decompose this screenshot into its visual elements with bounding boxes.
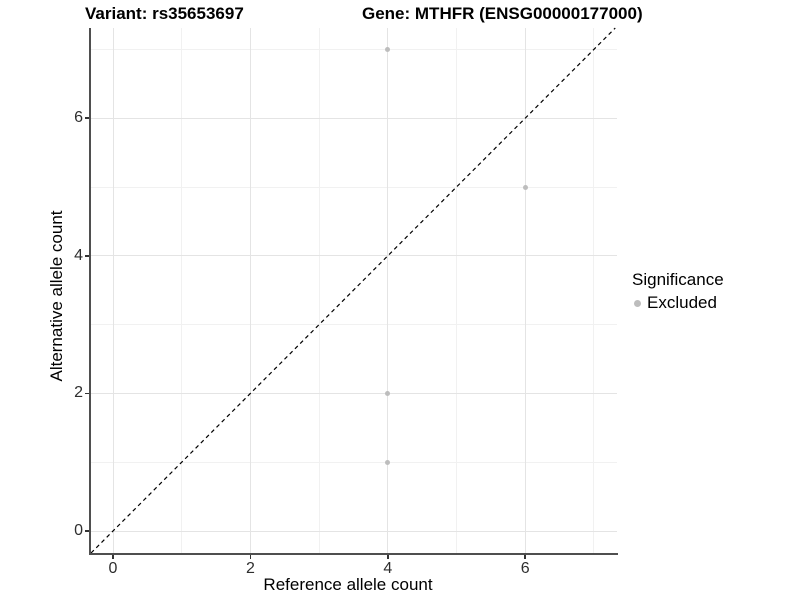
y-tick-label: 2 <box>74 384 83 402</box>
data-point <box>385 46 391 52</box>
y-tick <box>85 255 89 257</box>
gridline-vertical-minor <box>456 28 457 553</box>
gridline-horizontal-major <box>90 530 617 532</box>
y-tick <box>85 530 89 532</box>
y-tick <box>85 117 89 119</box>
legend-title: Significance <box>632 270 724 289</box>
legend-point-icon <box>634 299 641 307</box>
x-tick <box>112 555 114 559</box>
gridline-vertical-major <box>387 28 389 553</box>
data-point <box>522 184 528 190</box>
plot-title-variant: Variant: rs35653697 <box>85 4 244 23</box>
y-tick-label: 0 <box>74 522 83 539</box>
gridline-horizontal-minor <box>90 461 617 463</box>
gridline-vertical-major <box>524 28 526 553</box>
x-axis-line <box>89 553 618 555</box>
y-tick-label: 4 <box>74 246 83 264</box>
y-axis-line <box>89 28 91 555</box>
plot-title-gene: Gene: MTHFR (ENSG00000177000) <box>362 4 643 23</box>
x-tick-label: 4 <box>383 560 393 577</box>
y-tick <box>85 392 89 395</box>
y-tick-label: 6 <box>74 109 83 127</box>
x-tick <box>524 555 526 559</box>
data-point <box>385 459 391 465</box>
x-tick-label: 6 <box>520 560 530 577</box>
x-tick-label: 0 <box>108 560 118 577</box>
gridline-vertical-minor <box>318 28 320 553</box>
x-tick-label: 2 <box>245 560 255 577</box>
gridline-horizontal-major <box>90 392 617 394</box>
y-axis-title: Alternative allele count <box>47 210 66 382</box>
legend-item-label: Excluded <box>647 293 717 312</box>
legend-item-excluded: Excluded <box>632 293 792 313</box>
gridline-horizontal-minor <box>90 324 617 326</box>
x-tick <box>249 555 252 559</box>
data-point <box>385 390 391 396</box>
x-tick <box>387 555 389 559</box>
x-axis-title: Reference allele count <box>263 575 433 594</box>
gridline-horizontal-minor <box>90 186 617 188</box>
gridline-vertical-minor <box>181 28 183 553</box>
gridline-horizontal-major <box>90 117 617 119</box>
gridline-vertical-major <box>112 28 114 553</box>
gridline-vertical-minor <box>593 28 595 553</box>
gridline-horizontal-minor <box>90 48 617 50</box>
legend: Significance Excluded <box>632 270 792 313</box>
gridline-vertical-major <box>249 28 251 553</box>
gridline-horizontal-major <box>90 255 617 257</box>
